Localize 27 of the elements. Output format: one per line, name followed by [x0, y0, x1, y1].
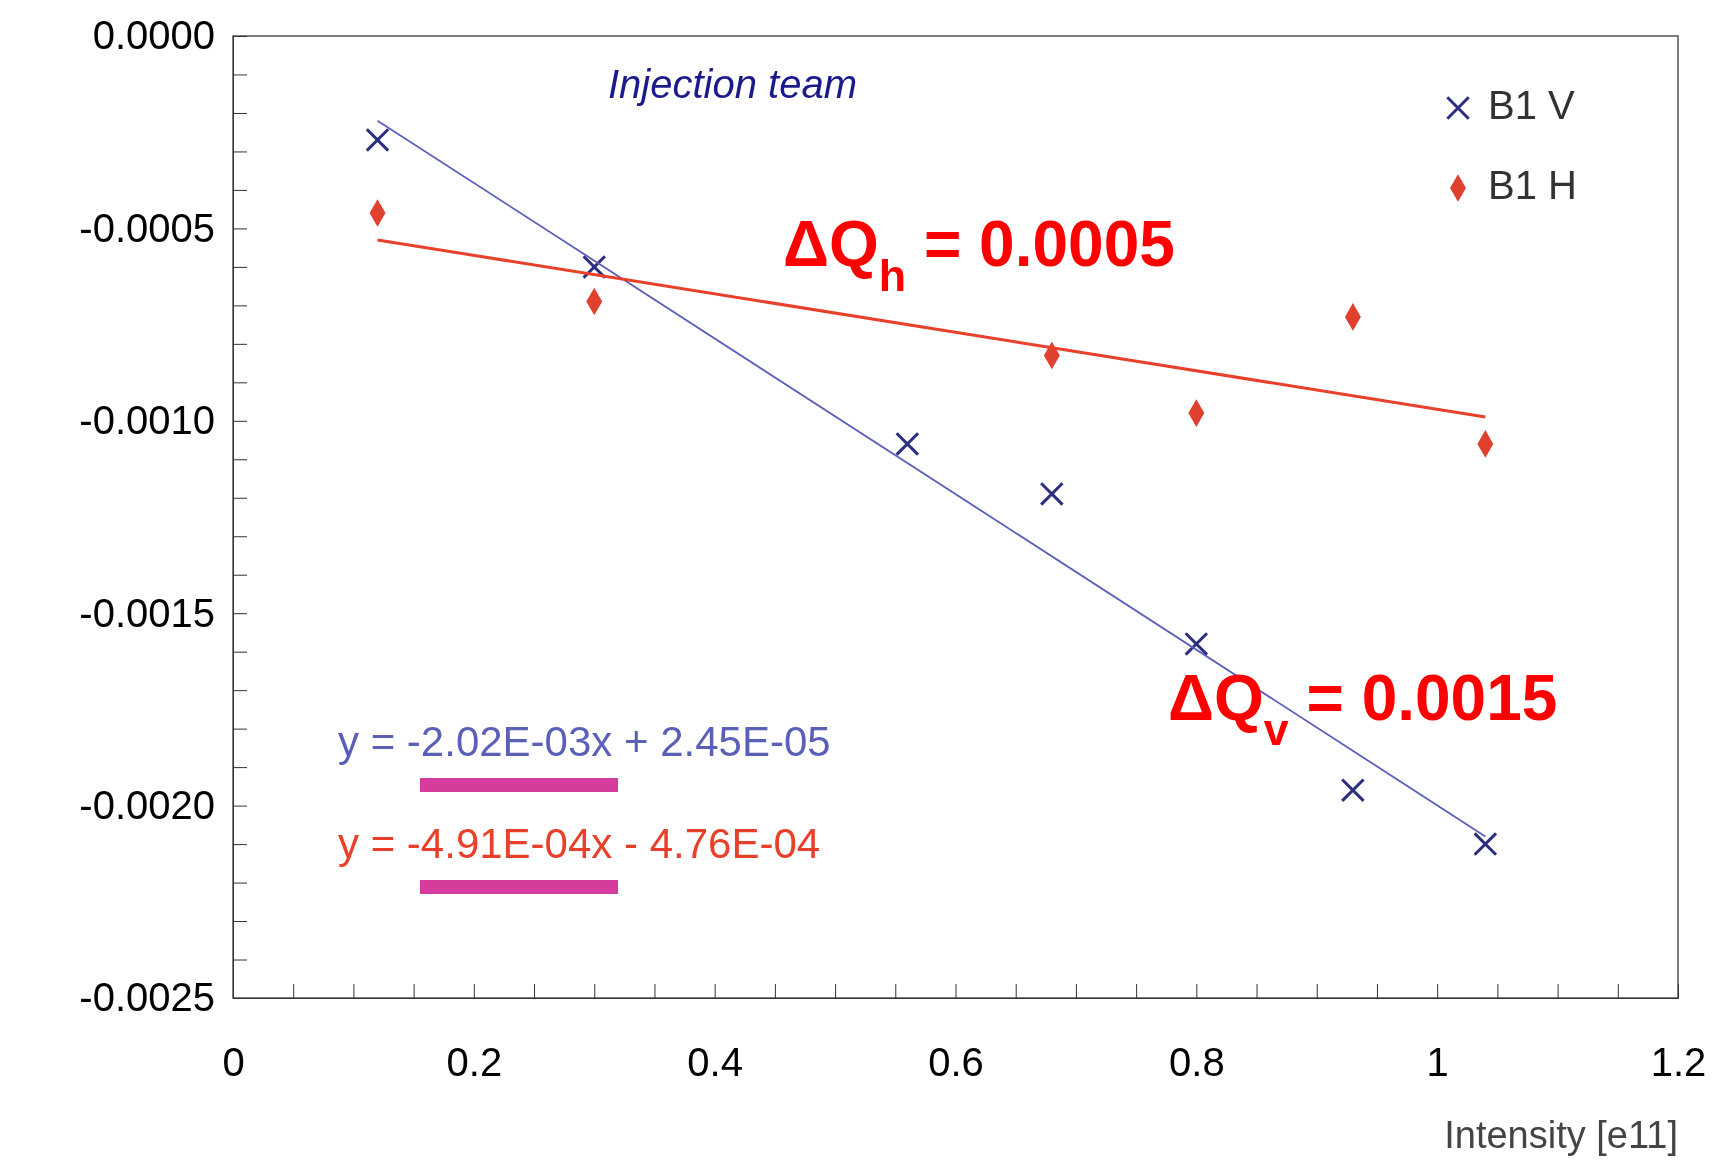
y-tick-label: 0.0000: [92, 13, 215, 58]
legend-label: B1 V: [1488, 82, 1576, 127]
x-tick-label: 0.8: [1169, 1040, 1225, 1085]
x-tick-label: 1: [1426, 1040, 1449, 1085]
x-tick-label: 0.4: [687, 1040, 743, 1085]
x-tick-label: 0: [222, 1040, 245, 1085]
point: [1039, 481, 1065, 507]
y-tick-label: -0.0025: [79, 975, 215, 1020]
y-tick-label: -0.0010: [79, 398, 215, 443]
y-tick-label: -0.0015: [79, 590, 215, 635]
annotation: y = -4.91E-04x - 4.76E-04: [338, 820, 821, 867]
point: [895, 431, 920, 457]
x-tick-label: 1.2: [1650, 1040, 1707, 1085]
annotation: ΔQ$_{v}$ = 0.0015: [1168, 662, 1558, 754]
x-tick-label: 0.6: [928, 1040, 984, 1085]
y-tick-label: -0.0020: [79, 782, 215, 827]
annotation: Injection team: [608, 62, 858, 106]
point: [1473, 831, 1498, 857]
x-tick-label: 0.2: [446, 1040, 503, 1085]
point: [1340, 778, 1366, 803]
x-axis-title: Intensity [e11]: [1444, 1114, 1678, 1156]
annotation: y = -2.02E-03x + 2.45E-05: [338, 718, 831, 765]
y-tick-label: -0.0005: [79, 205, 215, 250]
point: [1184, 631, 1209, 657]
point: [365, 127, 390, 153]
annotation: ΔQ$_{h}$ = 0.0005: [783, 208, 1175, 300]
legend-label: B1 H: [1488, 162, 1577, 207]
